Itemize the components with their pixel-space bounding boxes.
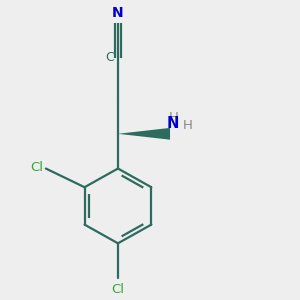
Text: N: N <box>167 116 179 131</box>
Text: Cl: Cl <box>31 161 44 174</box>
Polygon shape <box>118 128 170 140</box>
Text: H: H <box>168 111 178 124</box>
Text: C: C <box>106 51 114 64</box>
Text: Cl: Cl <box>111 283 124 296</box>
Text: N: N <box>112 6 124 20</box>
Text: H: H <box>183 119 193 133</box>
